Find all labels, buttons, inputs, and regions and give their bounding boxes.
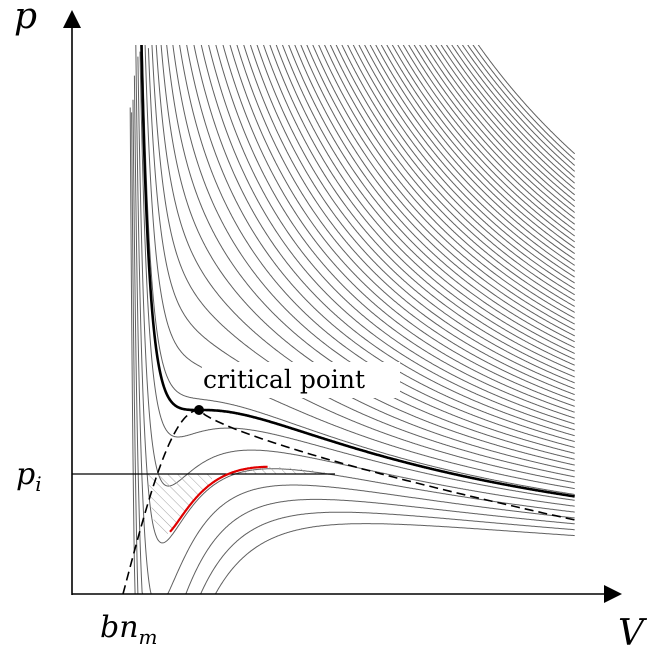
isotherm-curve xyxy=(369,45,575,272)
axes xyxy=(63,10,622,603)
isotherm-curve xyxy=(160,45,575,466)
isotherm-curve xyxy=(139,51,575,501)
isotherm-curve xyxy=(263,45,575,378)
isotherm-curve xyxy=(435,45,575,202)
isotherm-curve xyxy=(141,45,575,495)
isotherm-curve xyxy=(445,45,575,190)
isotherm-curve xyxy=(451,45,575,184)
isotherm-curve xyxy=(440,45,575,196)
isotherm-curve xyxy=(380,45,575,260)
coexistence-curve xyxy=(122,409,576,595)
isotherm-curve xyxy=(391,45,575,249)
isotherm-curve xyxy=(456,45,575,178)
isotherm-curve xyxy=(215,45,575,419)
isotherm-curve xyxy=(249,45,575,390)
isotherm-curve xyxy=(419,45,575,219)
isotherm-family xyxy=(129,45,575,595)
isotherm-curve xyxy=(288,45,575,354)
isotherm-curve xyxy=(193,45,575,437)
isotherm-curve xyxy=(324,45,575,319)
highlighted-isotherm-segment xyxy=(169,465,268,533)
isotherm-curve xyxy=(408,45,575,231)
isotherm-curve xyxy=(200,45,575,431)
excluded-volume-label: bnm xyxy=(100,610,158,649)
isotherm-curve xyxy=(133,75,575,595)
isotherm-curve xyxy=(375,45,575,266)
isotherm-curve xyxy=(275,45,575,366)
isotherm-curve xyxy=(131,112,575,595)
isotherm-curve xyxy=(341,45,575,302)
isotherm-curve xyxy=(236,45,575,401)
critical-point-label: critical point xyxy=(203,365,365,394)
critical-point-label-bg xyxy=(202,362,400,398)
isotherm-curve xyxy=(300,45,575,343)
isotherm-curve xyxy=(229,45,575,407)
isotherm-curve xyxy=(467,45,575,166)
isotherm-curve xyxy=(397,45,575,243)
isotherm-curve xyxy=(352,45,575,290)
isotherm-curve xyxy=(312,45,575,331)
isotherm-curve xyxy=(186,45,575,443)
pressure-level-label: pi xyxy=(16,457,42,496)
isotherm-curve xyxy=(208,45,575,425)
isotherm-curve xyxy=(429,45,575,208)
isotherm-curve xyxy=(402,45,575,237)
isotherm-curve xyxy=(386,45,575,255)
isotherm-curve xyxy=(364,45,575,278)
isotherm-curve xyxy=(281,45,575,360)
isotherm-curve xyxy=(294,45,575,349)
isotherm-curve xyxy=(135,45,575,544)
isotherm-curve xyxy=(413,45,575,225)
isotherm-curve xyxy=(243,45,575,396)
isotherm-curve xyxy=(269,45,575,372)
isotherm-curve xyxy=(461,45,575,172)
isotherm-curve xyxy=(335,45,575,307)
isotherm-curve xyxy=(472,45,575,160)
x-axis-label: V xyxy=(618,613,647,650)
isotherm-curve xyxy=(318,45,575,325)
isotherm-curve xyxy=(137,56,575,507)
isotherm-curve xyxy=(329,45,575,313)
critical-point-marker xyxy=(194,405,204,415)
isotherm-curve xyxy=(132,99,575,595)
critical-isotherm xyxy=(140,45,575,498)
maxwell-hatched-areas xyxy=(148,466,335,537)
isotherm-curve xyxy=(424,45,575,213)
isotherm-curve xyxy=(306,45,575,337)
isotherm-curve xyxy=(147,48,575,484)
maxwell-area xyxy=(148,474,212,537)
y-axis-label: p xyxy=(14,0,37,37)
isotherm-curve xyxy=(151,45,575,478)
isotherm-curve xyxy=(477,45,575,155)
isotherm-curve xyxy=(347,45,575,296)
isotherm-curve xyxy=(256,45,575,384)
isotherm-curve xyxy=(222,45,575,413)
x-axis-arrow xyxy=(604,585,622,603)
isotherm-curve xyxy=(155,45,575,472)
maxwell-area xyxy=(212,466,335,474)
isotherm-curve xyxy=(358,45,575,284)
y-axis-arrow xyxy=(63,10,81,28)
